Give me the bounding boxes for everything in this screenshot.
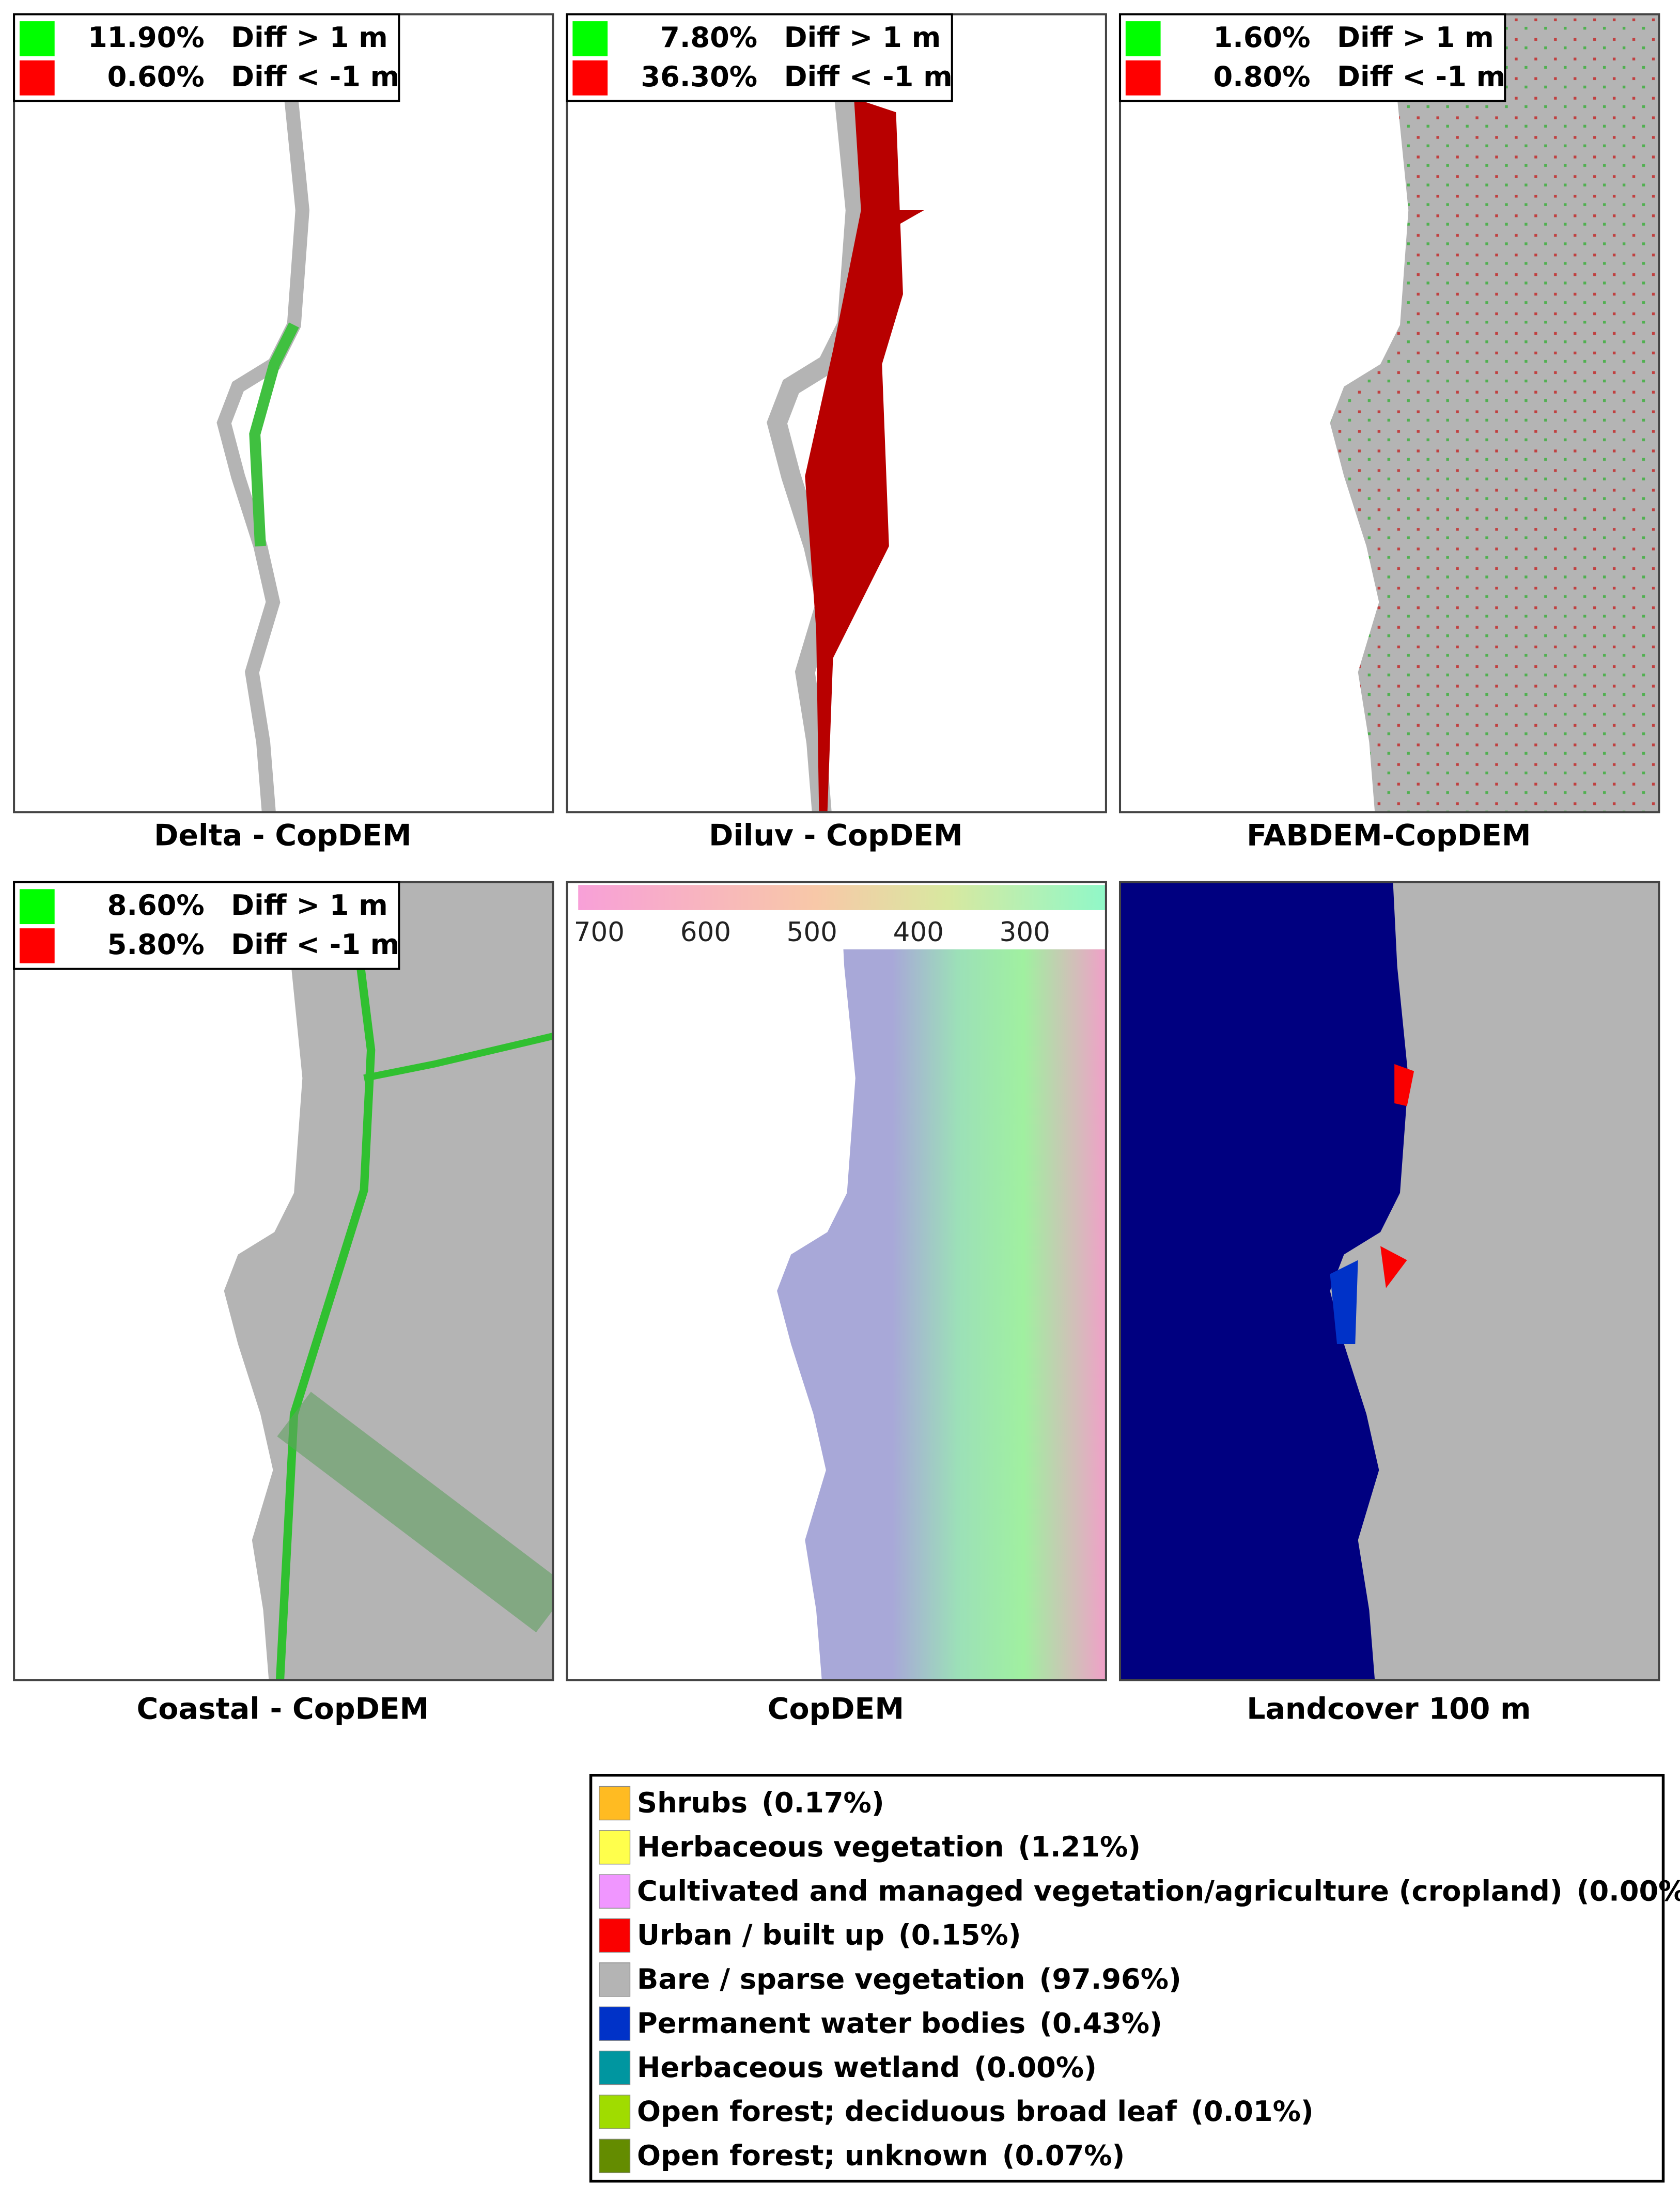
landcover-label: Urban / built up	[637, 1918, 884, 1951]
legend-label: Diff > 1 m	[784, 21, 941, 54]
landcover-legend-box	[589, 1774, 1665, 2183]
map-fabdem	[1120, 14, 1659, 813]
landcover-share: (0.07%)	[1002, 2139, 1125, 2172]
legend-box	[1118, 13, 1506, 102]
landcover-share: (0.17%)	[761, 1786, 884, 1819]
panel-title: Landcover 100 m	[1247, 1692, 1531, 1726]
colorbar-tick-label: 600	[680, 917, 731, 948]
landcover-entry: Herbaceous wetland (0.00%)	[637, 2051, 1097, 2083]
map-landcover	[1120, 882, 1659, 1680]
landcover-share: (0.00%)	[1577, 1875, 1680, 1907]
landcover-swatch	[599, 2138, 631, 2174]
landcover-entry: Herbaceous vegetation (1.21%)	[637, 1831, 1141, 1863]
landcover-swatch	[599, 1874, 631, 1909]
landcover-label: Cultivated and managed vegetation/agricu…	[637, 1875, 1563, 1907]
landcover-label: Herbaceous wetland	[637, 2051, 960, 2083]
map-diluv	[567, 14, 1106, 813]
legend-swatch	[19, 889, 55, 925]
legend-value: 5.80%	[107, 928, 205, 961]
map-copdem	[567, 882, 1106, 1680]
landcover-share: (0.15%)	[898, 1918, 1021, 1951]
legend-label: Diff < -1 m	[231, 60, 399, 93]
legend-label: Diff > 1 m	[231, 21, 388, 54]
landcover-entry: Bare / sparse vegetation (97.96%)	[637, 1963, 1181, 1995]
colorbar-tick-label: 400	[893, 917, 944, 948]
landcover-swatch	[599, 1918, 631, 1953]
landcover-share: (0.00%)	[974, 2051, 1097, 2083]
legend-swatch	[19, 928, 55, 963]
colorbar-tick-label: 500	[787, 917, 837, 948]
landcover-share: (97.96%)	[1039, 1963, 1181, 1995]
map-delta	[14, 14, 553, 813]
legend-value: 1.60%	[1214, 21, 1311, 54]
panel-title: FABDEM-CopDEM	[1247, 819, 1531, 853]
landcover-swatch	[599, 2095, 631, 2129]
landcover-label: Bare / sparse vegetation	[637, 1963, 1025, 1995]
landcover-label: Permanent water bodies	[637, 2007, 1025, 2039]
landcover-label: Shrubs	[637, 1786, 748, 1819]
legend-swatch	[19, 60, 55, 96]
landcover-swatch	[599, 1962, 631, 1997]
landcover-entry: Open forest; deciduous broad leaf (0.01%)	[637, 2095, 1314, 2128]
landcover-label: Open forest; deciduous broad leaf	[637, 2095, 1177, 2128]
panel-title: Coastal - CopDEM	[137, 1692, 429, 1726]
legend-value: 36.30%	[641, 60, 757, 93]
landcover-label: Open forest; unknown	[637, 2139, 988, 2172]
landcover-swatch	[599, 2050, 631, 2085]
legend-value: 11.90%	[88, 21, 205, 54]
landcover-swatch	[599, 1830, 631, 1865]
legend-value: 8.60%	[107, 889, 205, 922]
legend-label: Diff < -1 m	[784, 60, 953, 93]
landcover-entry: Permanent water bodies (0.43%)	[637, 2007, 1162, 2039]
map-coastal	[14, 882, 553, 1680]
landcover-share: (0.01%)	[1191, 2095, 1314, 2128]
landcover-share: (0.43%)	[1039, 2007, 1162, 2039]
legend-label: Diff > 1 m	[1337, 21, 1494, 54]
landcover-entry: Open forest; unknown (0.07%)	[637, 2139, 1125, 2172]
legend-swatch	[572, 21, 608, 56]
colorbar-tick-label: 700	[574, 917, 625, 948]
landcover-entry: Shrubs (0.17%)	[637, 1786, 884, 1819]
legend-swatch	[1125, 60, 1161, 96]
legend-value: 7.80%	[660, 21, 757, 54]
landcover-label: Herbaceous vegetation	[637, 1831, 1004, 1863]
panel-title: Diluv - CopDEM	[709, 819, 962, 853]
landcover-swatch	[599, 1786, 631, 1821]
legend-box	[13, 881, 400, 970]
legend-swatch	[572, 60, 608, 96]
legend-box	[13, 13, 400, 102]
legend-value: 0.80%	[1214, 60, 1311, 93]
legend-swatch	[19, 21, 55, 56]
landcover-entry: Cultivated and managed vegetation/agricu…	[637, 1875, 1680, 1907]
legend-swatch	[1125, 21, 1161, 56]
landcover-share: (1.21%)	[1018, 1831, 1141, 1863]
legend-label: Diff > 1 m	[231, 889, 388, 922]
landcover-swatch	[599, 2006, 631, 2041]
legend-box	[566, 13, 953, 102]
panel-title: CopDEM	[768, 1692, 904, 1726]
colorbar-tick-label: 300	[1000, 917, 1050, 948]
landcover-entry: Urban / built up (0.15%)	[637, 1918, 1021, 1951]
legend-label: Diff < -1 m	[1337, 60, 1505, 93]
panel-title: Delta - CopDEM	[154, 819, 412, 853]
legend-label: Diff < -1 m	[231, 928, 399, 961]
legend-value: 0.60%	[107, 60, 205, 93]
